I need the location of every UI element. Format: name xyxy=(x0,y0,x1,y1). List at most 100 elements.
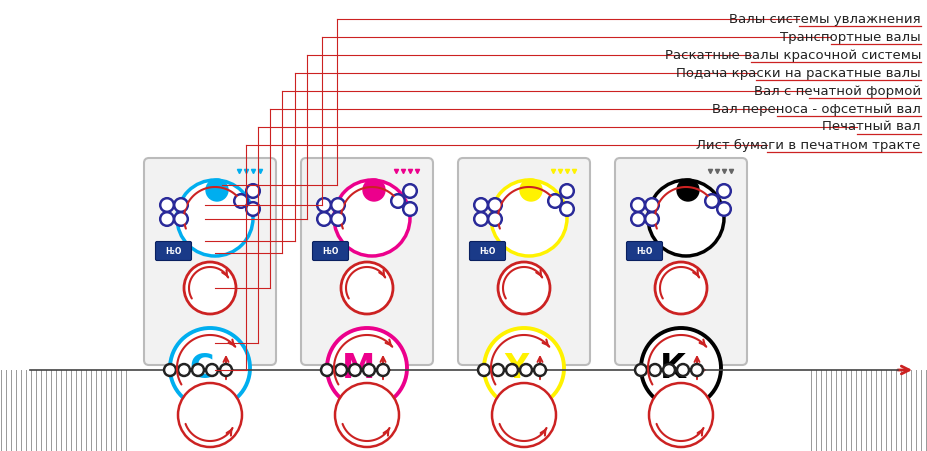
Circle shape xyxy=(519,364,532,377)
Circle shape xyxy=(690,364,703,377)
Circle shape xyxy=(402,202,416,216)
FancyBboxPatch shape xyxy=(300,158,433,365)
Circle shape xyxy=(706,197,716,206)
Circle shape xyxy=(248,204,257,213)
Circle shape xyxy=(479,366,488,374)
Circle shape xyxy=(180,366,188,374)
Circle shape xyxy=(493,366,502,374)
Circle shape xyxy=(630,212,644,226)
Circle shape xyxy=(519,179,541,201)
Circle shape xyxy=(220,364,233,377)
Circle shape xyxy=(174,198,188,212)
Circle shape xyxy=(335,383,399,447)
FancyBboxPatch shape xyxy=(144,158,275,365)
Circle shape xyxy=(677,179,698,201)
Circle shape xyxy=(507,366,515,374)
Circle shape xyxy=(159,198,174,212)
Circle shape xyxy=(630,198,644,212)
Circle shape xyxy=(717,184,730,198)
Circle shape xyxy=(331,198,345,212)
Circle shape xyxy=(194,366,202,374)
Circle shape xyxy=(319,201,328,210)
Text: Вал с печатной формой: Вал с печатной формой xyxy=(753,84,920,97)
Circle shape xyxy=(319,215,328,224)
Circle shape xyxy=(178,383,242,447)
Text: H₂O: H₂O xyxy=(322,247,338,256)
Circle shape xyxy=(184,262,235,314)
Circle shape xyxy=(705,194,718,208)
Circle shape xyxy=(349,364,362,377)
Circle shape xyxy=(174,212,188,226)
Circle shape xyxy=(676,364,689,377)
Circle shape xyxy=(350,366,359,374)
Circle shape xyxy=(364,366,373,374)
Circle shape xyxy=(176,215,185,224)
Circle shape xyxy=(647,180,723,256)
Text: Раскатные валы красочной системы: Раскатные валы красочной системы xyxy=(664,49,920,61)
Circle shape xyxy=(362,364,375,377)
Text: Y: Y xyxy=(503,351,527,385)
Circle shape xyxy=(498,262,550,314)
Circle shape xyxy=(633,215,641,224)
Circle shape xyxy=(490,201,499,210)
FancyBboxPatch shape xyxy=(626,241,662,261)
Circle shape xyxy=(323,366,331,374)
Circle shape xyxy=(484,328,564,408)
Circle shape xyxy=(718,187,728,195)
Circle shape xyxy=(491,383,555,447)
Circle shape xyxy=(634,364,647,377)
Circle shape xyxy=(648,383,712,447)
Circle shape xyxy=(234,194,248,208)
Circle shape xyxy=(647,215,655,224)
Circle shape xyxy=(474,198,488,212)
Circle shape xyxy=(331,212,345,226)
Text: Вал переноса - офсетный вал: Вал переноса - офсетный вал xyxy=(711,102,920,115)
Circle shape xyxy=(550,197,559,206)
Circle shape xyxy=(648,364,661,377)
Circle shape xyxy=(246,184,260,198)
Circle shape xyxy=(405,204,414,213)
Circle shape xyxy=(236,197,246,206)
Circle shape xyxy=(718,204,728,213)
Circle shape xyxy=(362,179,385,201)
Circle shape xyxy=(490,215,499,224)
Circle shape xyxy=(333,201,342,210)
Circle shape xyxy=(490,180,566,256)
Circle shape xyxy=(559,202,574,216)
Circle shape xyxy=(562,187,571,195)
Circle shape xyxy=(651,366,658,374)
FancyBboxPatch shape xyxy=(458,158,590,365)
Text: Транспортные валы: Транспортные валы xyxy=(780,31,920,43)
Text: Подача краски на раскатные валы: Подача краски на раскатные валы xyxy=(676,66,920,79)
Circle shape xyxy=(317,198,331,212)
Circle shape xyxy=(376,364,389,377)
Circle shape xyxy=(665,366,672,374)
Circle shape xyxy=(393,197,402,206)
Circle shape xyxy=(654,262,706,314)
Circle shape xyxy=(641,328,720,408)
Circle shape xyxy=(647,201,655,210)
Circle shape xyxy=(474,212,488,226)
Circle shape xyxy=(177,180,253,256)
Circle shape xyxy=(222,366,230,374)
Circle shape xyxy=(488,198,502,212)
Circle shape xyxy=(320,364,333,377)
Circle shape xyxy=(248,187,257,195)
Circle shape xyxy=(644,212,658,226)
Circle shape xyxy=(177,364,190,377)
Circle shape xyxy=(176,201,185,210)
Circle shape xyxy=(679,366,686,374)
Circle shape xyxy=(633,201,641,210)
Circle shape xyxy=(208,366,216,374)
Circle shape xyxy=(692,366,700,374)
Circle shape xyxy=(644,198,658,212)
Circle shape xyxy=(162,201,171,210)
Circle shape xyxy=(476,201,485,210)
Text: Валы системы увлажнения: Валы системы увлажнения xyxy=(729,13,920,26)
FancyBboxPatch shape xyxy=(469,241,505,261)
Circle shape xyxy=(333,215,342,224)
Circle shape xyxy=(206,179,228,201)
Circle shape xyxy=(548,194,562,208)
Text: H₂O: H₂O xyxy=(636,247,652,256)
Circle shape xyxy=(159,212,174,226)
